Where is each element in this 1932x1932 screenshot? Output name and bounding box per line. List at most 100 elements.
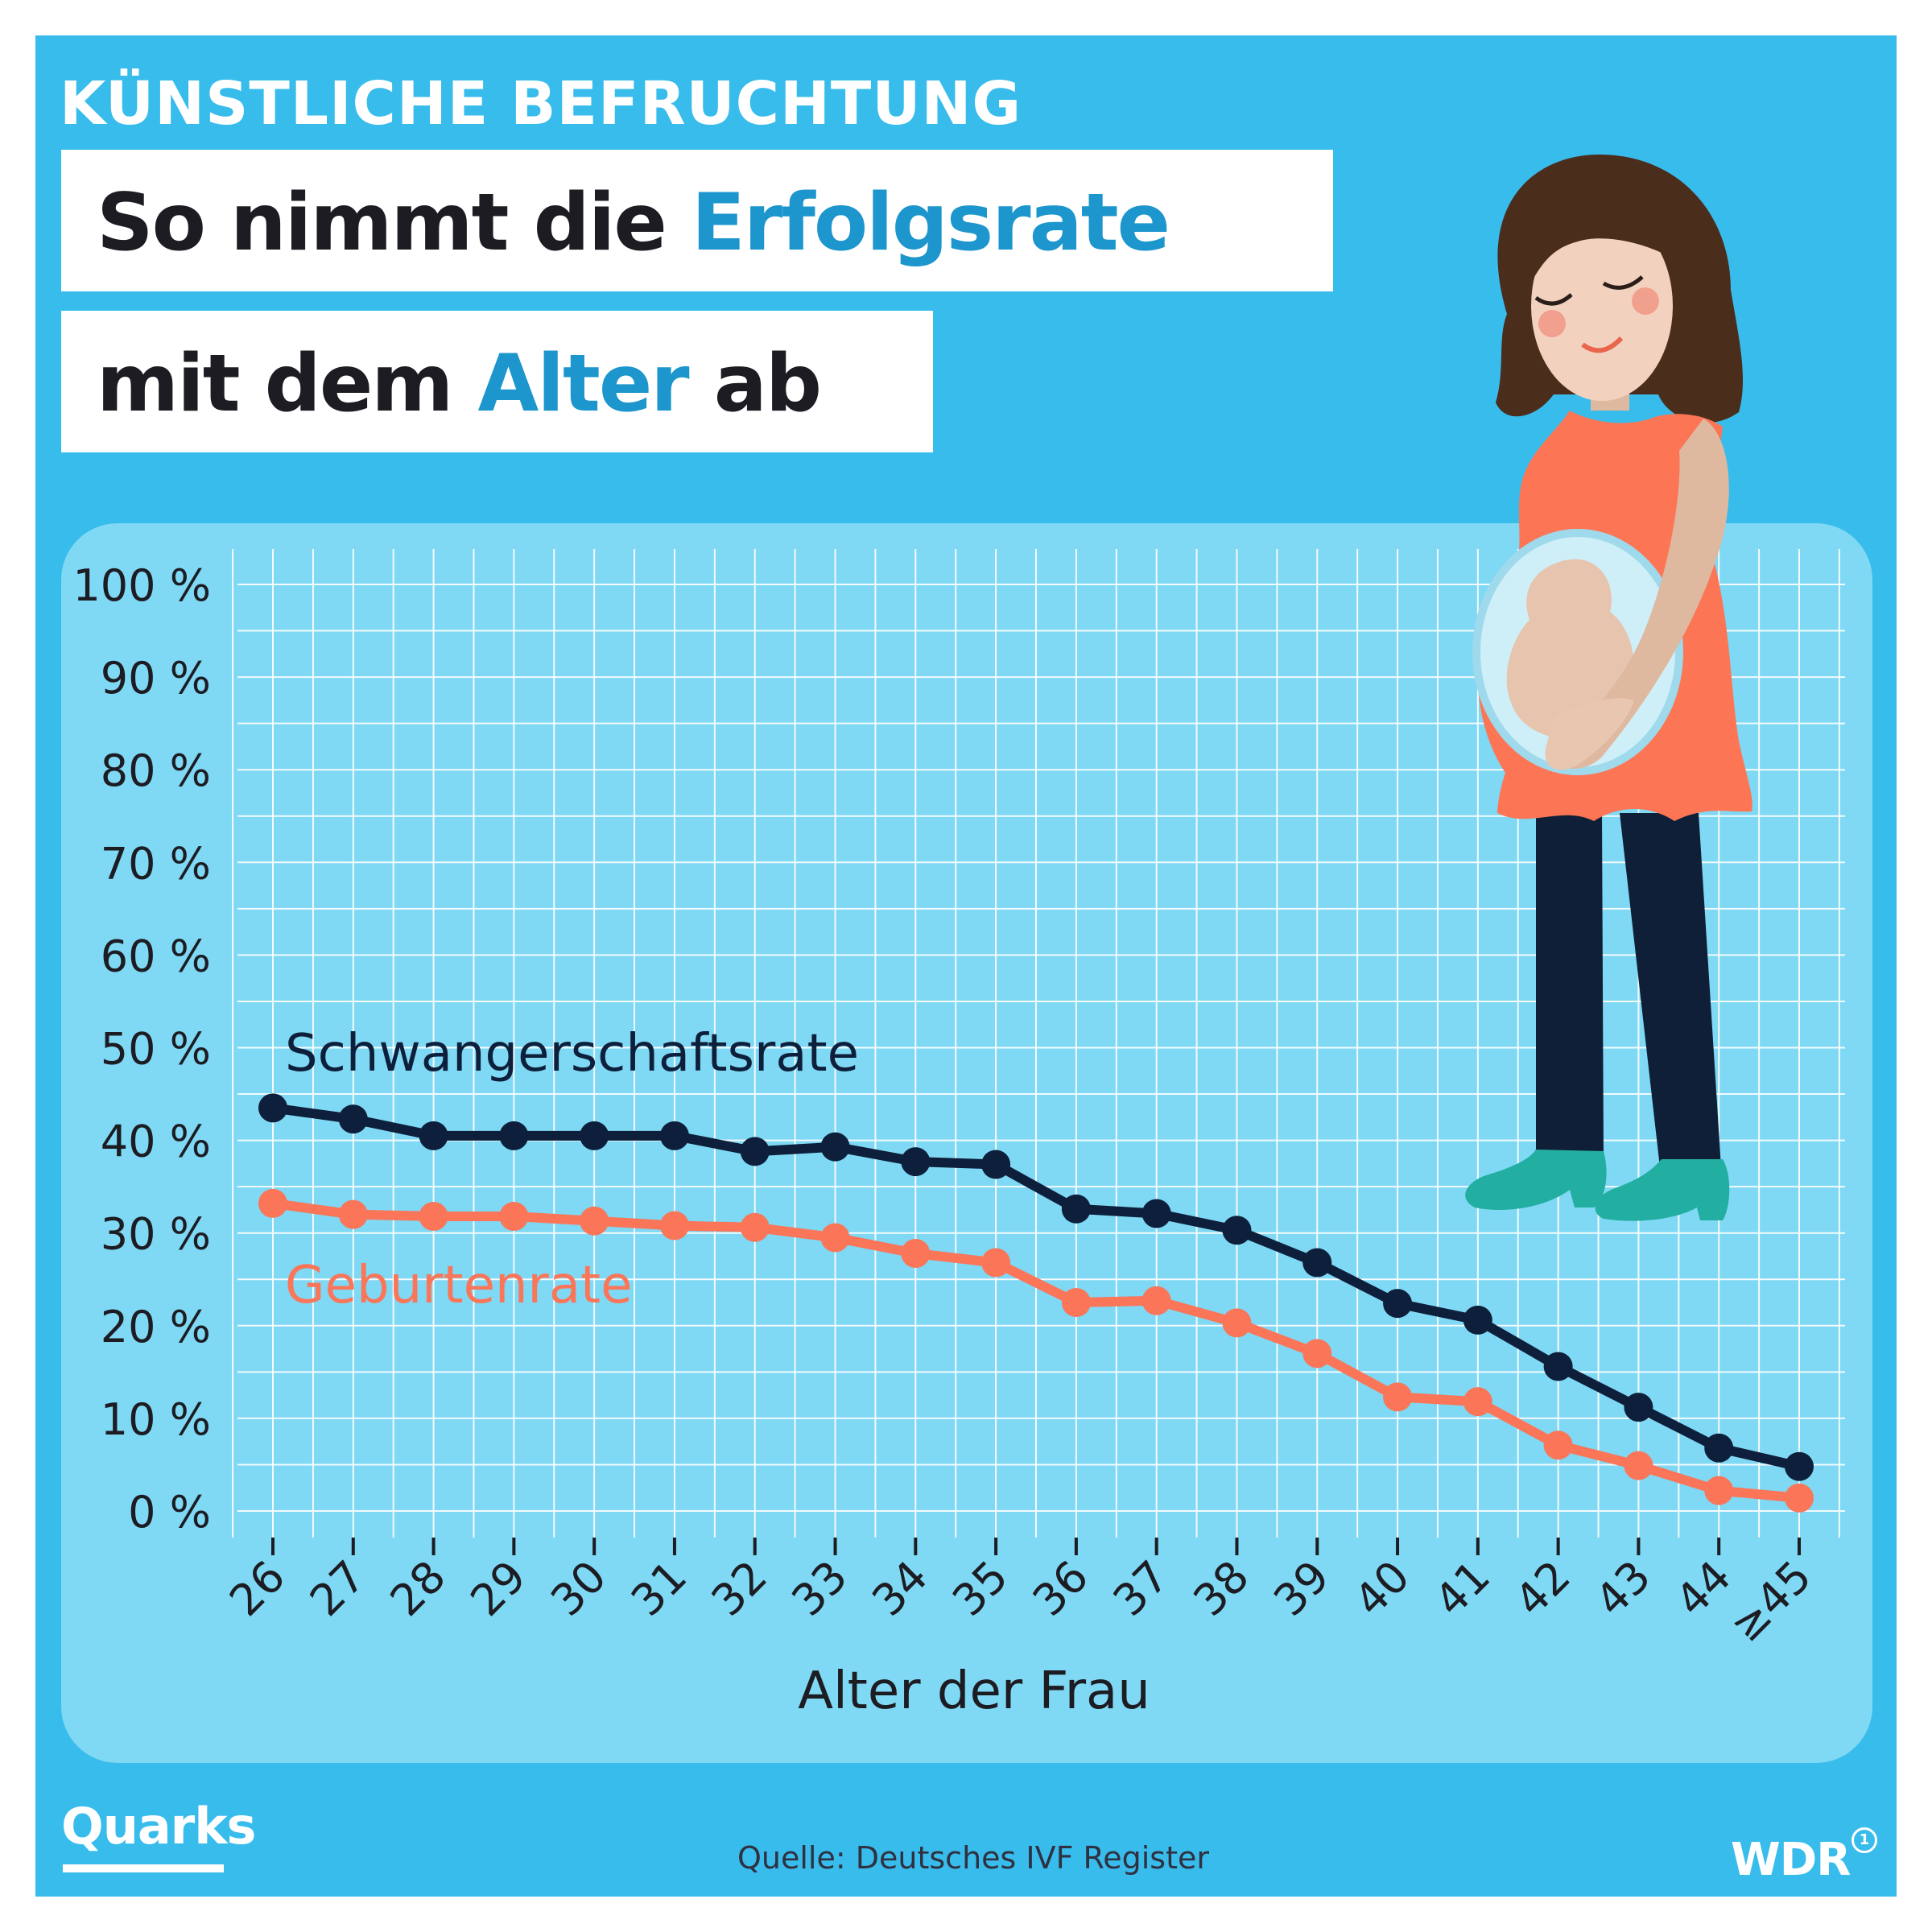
x-tick-label: 31 [621,1551,696,1626]
data-point [419,1201,448,1231]
data-point [1543,1430,1573,1460]
x-tick-label: 29 [460,1551,535,1626]
x-tick-label: 39 [1264,1551,1339,1626]
x-tick-label: 28 [381,1551,456,1626]
y-tick-label: 40 % [101,1117,211,1167]
fringe-icon [1526,192,1686,290]
headline-box-2: mit dem Alter ab [61,311,933,452]
series-layer [258,1093,1814,1513]
arm-shape [1554,419,1729,769]
headline-highlight: Alter [477,338,690,430]
series-label-schwangerschaftsrate: Schwangerschaftsrate [285,1024,859,1084]
headline-text: So nimmt die [97,177,691,269]
y-tick-label: 0 % [128,1487,211,1538]
data-point [1061,1288,1091,1318]
x-tick-label: 43 [1585,1551,1660,1626]
x-tick-label: 36 [1023,1551,1098,1626]
data-point [820,1223,850,1253]
data-point [740,1212,770,1242]
eye-left-icon [1534,293,1573,306]
x-tick-label: 30 [541,1551,616,1626]
data-point [1061,1194,1091,1224]
data-point [1704,1476,1734,1505]
data-point [1785,1451,1814,1481]
y-tick-label: 90 % [101,653,211,704]
headline-box-1: So nimmt die Erfolgsrate [61,150,1333,291]
y-tick-label: 10 % [101,1394,211,1445]
y-tick-label: 30 % [101,1209,211,1260]
data-point [1141,1199,1171,1228]
headline-text: ab [687,338,822,430]
kicker-label: KÜNSTLICHE BEFRUCHTUNG [60,69,1022,138]
headline-line-1: So nimmt die Erfolgsrate [97,177,1170,269]
data-point [1383,1382,1413,1412]
source-note: Quelle: Deutsches IVF Register [737,1840,1209,1876]
y-tick-label: 70 % [101,838,211,889]
data-point [1302,1339,1332,1368]
data-point [1463,1305,1492,1335]
wdr-logo: WDR [1731,1834,1851,1886]
data-point [820,1132,850,1162]
y-tick-label: 80 % [101,745,211,796]
data-point [1463,1387,1492,1417]
data-point [659,1211,689,1241]
data-point [981,1150,1011,1179]
data-point [258,1093,287,1123]
shoe-left-icon [1465,1150,1607,1211]
data-point [1543,1352,1573,1381]
data-point [659,1121,689,1150]
data-point [1624,1393,1653,1422]
data-point [258,1188,287,1218]
hand-icon [1545,698,1634,770]
data-point [1222,1216,1252,1245]
leg-right [1620,813,1721,1167]
data-point [1704,1433,1734,1463]
shoe-right-icon [1595,1159,1730,1221]
y-tick-label: 60 % [101,931,211,981]
data-point [338,1104,368,1134]
series-geburtenrate [258,1188,1814,1513]
data-point [740,1137,770,1166]
quarks-logo: Quarks [61,1797,256,1856]
data-point [1141,1286,1171,1315]
data-point [901,1147,931,1177]
y-tick-label: 20 % [101,1302,211,1352]
x-axis-label: Alter der Frau [798,1662,1150,1721]
y-axis-ticks: 0 % 10 % 20 % 30 % 40 % 50 % 60 % 70 % 80 % 90 % 1… [72,560,211,1538]
headline-highlight: Erfolgsrate [691,177,1170,269]
data-point [499,1201,529,1231]
cheek-right [1632,287,1659,315]
fetus-icon [1506,559,1634,739]
data-point [580,1206,609,1236]
eye-right-icon [1602,275,1644,290]
x-tick-label: 35 [943,1551,1018,1626]
data-point [1383,1289,1413,1319]
x-tick-label: 33 [782,1551,857,1626]
data-point [901,1239,931,1269]
data-point [1785,1483,1814,1513]
data-point [981,1248,1011,1278]
x-tick-label: 26 [220,1551,295,1626]
data-point [1302,1248,1332,1278]
data-point [419,1121,448,1150]
y-tick-label: 50 % [101,1024,211,1075]
ard-one-mark: 1 [1852,1827,1877,1853]
series-label-geburtenrate: Geburtenrate [285,1256,633,1315]
x-tick-label: 40 [1344,1551,1419,1626]
x-tick-label: ≥45 [1720,1551,1821,1652]
x-tick-label: 27 [300,1551,375,1626]
pregnant-woman-illustration [1465,154,1752,1221]
x-tick-label: 41 [1425,1551,1500,1626]
x-tick-label: 38 [1184,1551,1259,1626]
mouth-icon [1581,336,1624,353]
cheek-left [1538,310,1566,337]
x-tick-label: 42 [1505,1551,1580,1626]
quarks-logo-underline [63,1864,224,1872]
headline-text: mit dem [97,338,478,430]
series-schwangerschaftsrate [258,1093,1814,1481]
data-point [1222,1308,1252,1338]
leg-left [1536,813,1604,1159]
x-axis-ticks: 26 27 28 29 30 31 32 33 34 35 36 37 38 39 40 41 42 43 44≥4… [220,1538,1821,1652]
x-tick-label: 37 [1104,1551,1179,1626]
